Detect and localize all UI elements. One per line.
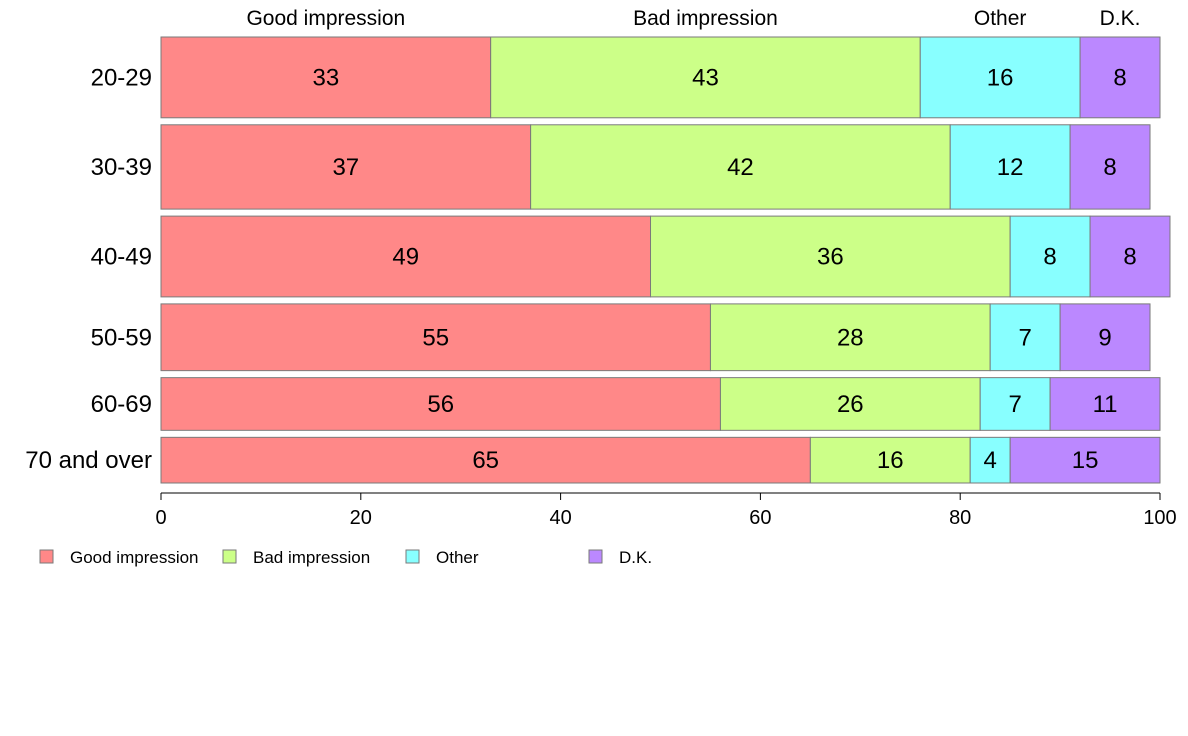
data-label-70-and-over-bad-impression: 16 <box>877 447 904 474</box>
data-label-30-39-bad-impression: 42 <box>727 154 754 181</box>
data-label-50-59-bad-impression: 28 <box>837 324 864 351</box>
data-label-30-39-good-impression: 37 <box>332 154 359 181</box>
bar-60-69-bad-impression <box>719 377 981 431</box>
top-label-bad-impression: Bad impression <box>633 7 778 30</box>
legend-swatch-good-impression <box>39 549 54 564</box>
data-label-50-59-d-k: 9 <box>1098 324 1111 351</box>
bar-20-29-other <box>919 36 1081 119</box>
data-label-20-29-bad-impression: 43 <box>692 64 719 91</box>
x-tick-label-100: 100 <box>1143 507 1176 529</box>
data-label-40-49-d-k: 8 <box>1123 244 1136 271</box>
top-label-d-k: D.K. <box>1100 7 1141 30</box>
top-label-good-impression: Good impression <box>246 7 405 30</box>
top-label-other: Other <box>974 7 1027 30</box>
bar-30-39-other <box>949 124 1071 210</box>
legend: Good impression Bad impression Other D.K. <box>39 548 652 567</box>
bar-70-and-over-bad-impression <box>809 436 971 484</box>
x-tick-label-60: 60 <box>749 507 771 529</box>
x-tick-label-40: 40 <box>549 507 571 529</box>
data-label-70-and-over-other: 4 <box>983 447 996 474</box>
bar-70-and-over-good-impression <box>160 436 811 484</box>
bar-50-59-good-impression <box>160 303 711 372</box>
bar-60-69-good-impression <box>160 377 721 431</box>
bar-40-49-good-impression <box>160 215 652 298</box>
data-label-20-29-other: 16 <box>987 64 1014 91</box>
legend-label-good-impression: Good impression <box>70 548 199 567</box>
bars-group: 33 43 16 8 37 42 12 8 49 36 8 8 55 28 7 9 56 26 7 11 65 16 4 15 <box>160 36 1171 484</box>
data-label-60-69-other: 7 <box>1008 391 1021 418</box>
x-tick-label-0: 0 <box>155 507 166 529</box>
bar-60-69-other <box>979 377 1051 431</box>
bar-30-39-bad-impression <box>530 124 951 210</box>
data-label-30-39-d-k: 8 <box>1103 154 1116 181</box>
bar-60-69-d-k <box>1049 377 1161 431</box>
legend-swatch-bad-impression <box>222 549 237 564</box>
legend-swatch-other <box>405 549 420 564</box>
x-tick-label-80: 80 <box>949 507 971 529</box>
data-label-50-59-other: 7 <box>1018 324 1031 351</box>
data-label-30-39-other: 12 <box>997 154 1024 181</box>
data-label-20-29-d-k: 8 <box>1113 64 1126 91</box>
bar-20-29-d-k <box>1079 36 1161 119</box>
legend-label-other: Other <box>436 548 479 567</box>
series-top-labels: Good impression Bad impression Other D.K. <box>246 7 1140 30</box>
bar-20-29-bad-impression <box>490 36 921 119</box>
category-label-40-49: 40-49 <box>91 244 152 271</box>
category-labels: 20-29 30-39 40-49 50-59 60-69 70 and over <box>25 64 152 474</box>
bar-40-49-d-k <box>1089 215 1171 298</box>
bar-50-59-d-k <box>1059 303 1151 372</box>
bar-20-29-good-impression <box>160 36 492 119</box>
category-label-60-69: 60-69 <box>91 391 152 418</box>
data-label-70-and-over-d-k: 15 <box>1072 447 1099 474</box>
data-label-40-49-other: 8 <box>1043 244 1056 271</box>
category-label-30-39: 30-39 <box>91 154 152 181</box>
data-label-40-49-bad-impression: 36 <box>817 244 844 271</box>
bar-30-39-good-impression <box>160 124 532 210</box>
bar-30-39-d-k <box>1069 124 1151 210</box>
data-label-60-69-bad-impression: 26 <box>837 391 864 418</box>
x-axis: 0 20 40 60 80 100 <box>155 492 1177 529</box>
data-label-60-69-good-impression: 56 <box>427 391 454 418</box>
data-label-50-59-good-impression: 55 <box>422 324 449 351</box>
legend-label-d-k: D.K. <box>619 548 652 567</box>
bar-70-and-over-d-k <box>1009 436 1161 484</box>
bar-70-and-over-other <box>969 436 1011 484</box>
bar-40-49-bad-impression <box>650 215 1011 298</box>
data-label-20-29-good-impression: 33 <box>312 64 339 91</box>
x-tick-label-20: 20 <box>350 507 372 529</box>
category-label-70-and-over: 70 and over <box>25 447 152 474</box>
data-label-40-49-good-impression: 49 <box>392 244 419 271</box>
category-label-50-59: 50-59 <box>91 324 152 351</box>
data-label-60-69-d-k: 11 <box>1093 391 1118 418</box>
category-label-20-29: 20-29 <box>91 64 152 91</box>
data-label-70-and-over-good-impression: 65 <box>472 447 499 474</box>
legend-swatch-d-k <box>588 549 603 564</box>
bar-50-59-bad-impression <box>709 303 991 372</box>
legend-label-bad-impression: Bad impression <box>253 548 370 567</box>
